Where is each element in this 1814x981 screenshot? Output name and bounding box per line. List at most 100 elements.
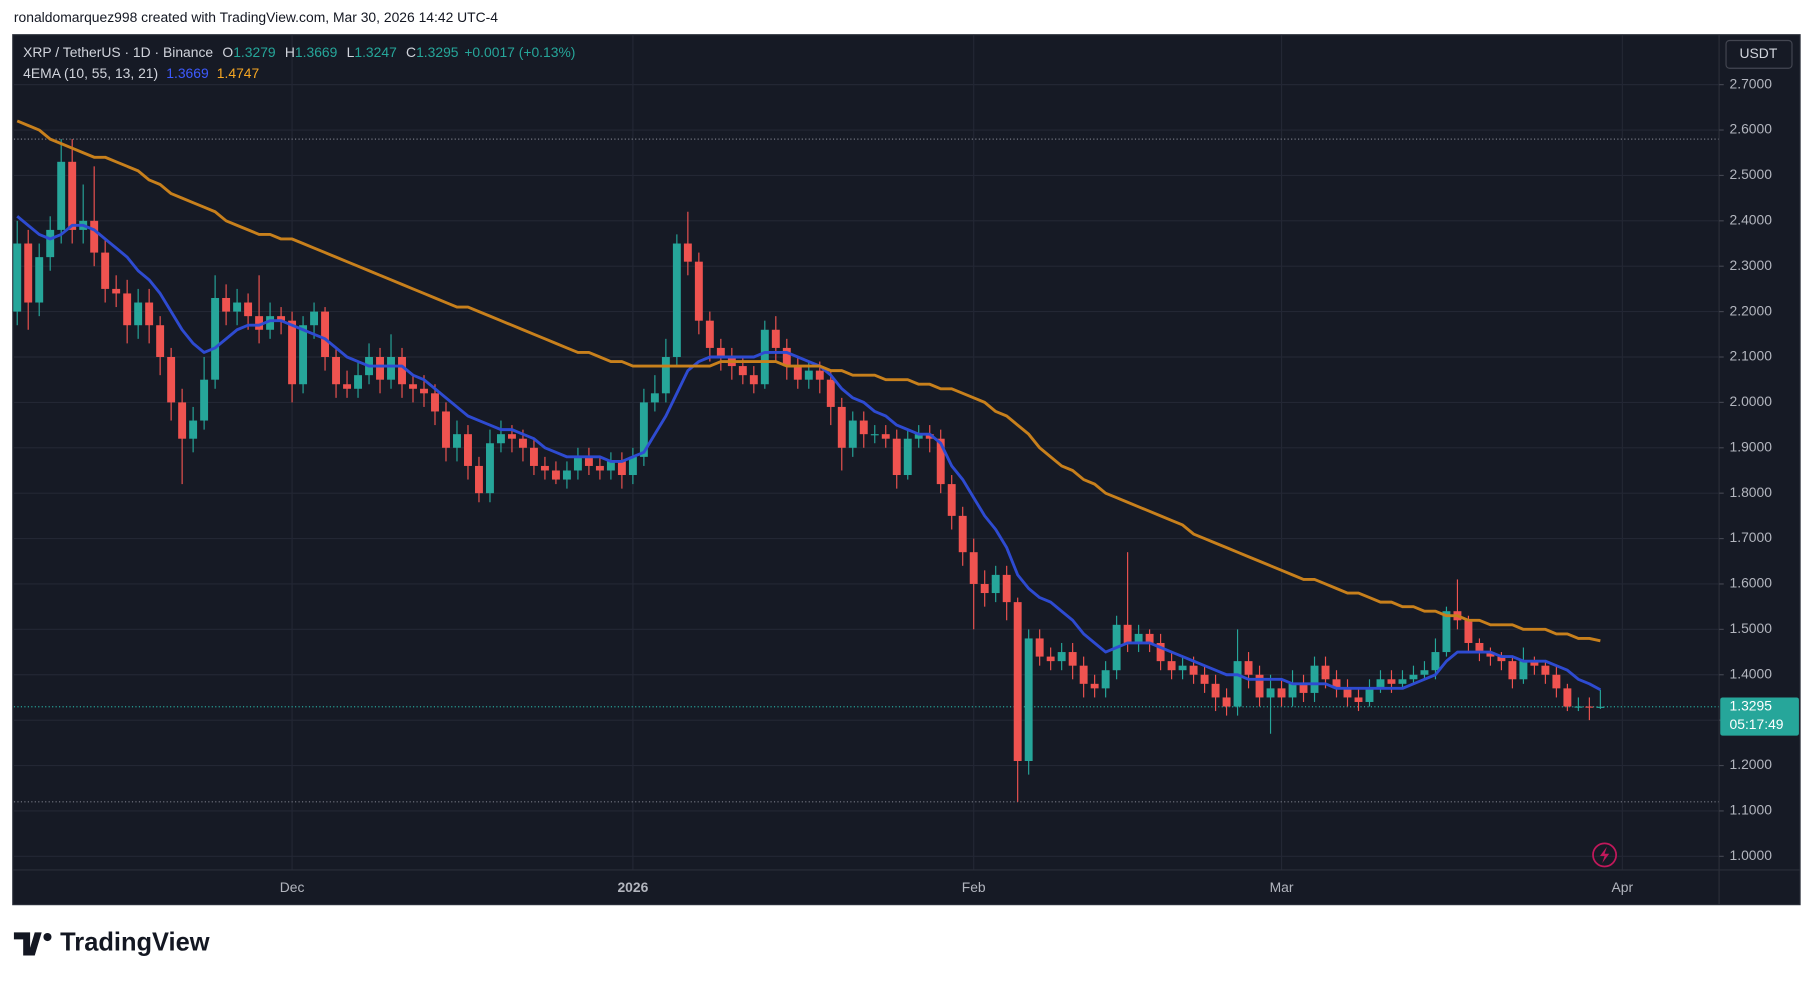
candle-body (398, 356, 406, 385)
ema-line (16, 215, 1602, 692)
candle-body (310, 311, 319, 326)
legend: XRP / TetherUS · 1D · Binance O1.3279 H1.3… (23, 44, 575, 81)
price-label: 1.3295 (1730, 697, 1773, 713)
candle-body (222, 297, 231, 312)
alert-bolt[interactable] (1599, 846, 1610, 864)
logo-dot (43, 932, 52, 942)
candle-body (529, 447, 538, 466)
candle-body (1057, 652, 1066, 662)
candle-body (200, 379, 209, 421)
candle-body (749, 375, 758, 385)
currency[interactable]: USDT (1740, 45, 1778, 61)
y-tick-label: 1.5000 (1730, 620, 1773, 636)
countdown: 05:17:49 (1730, 716, 1784, 732)
candle-body (1530, 661, 1539, 666)
candle-body (870, 434, 879, 436)
ohlc-key: H (285, 44, 295, 60)
candle-body (1508, 661, 1517, 680)
candle-body (1101, 670, 1110, 689)
candle-body (332, 356, 341, 385)
currency-box[interactable] (1725, 39, 1793, 69)
candle-body (1486, 652, 1495, 657)
candle-body (101, 252, 110, 289)
candle-body (13, 243, 22, 312)
candle-body (354, 375, 362, 389)
y-tick-label: 2.0000 (1730, 393, 1773, 409)
indicator-row: 4EMA (10, 55, 13, 21) 1.3669 1.4747 (23, 65, 259, 81)
y-tick-label: 2.1000 (1730, 348, 1773, 364)
candle-body (1464, 620, 1473, 643)
candle-body (826, 379, 835, 407)
y-tick-label: 2.6000 (1730, 121, 1773, 137)
y-tick-label: 1.6000 (1730, 575, 1773, 591)
ohlc-key: L (347, 44, 355, 60)
candle-body (716, 347, 725, 357)
y-tick-label: 1.8000 (1730, 484, 1773, 500)
x-tick-label: 2026 (617, 879, 648, 895)
candle-body (639, 402, 648, 457)
alert-circle[interactable] (1592, 842, 1618, 868)
candle-body (1574, 706, 1583, 708)
candle-body (815, 370, 824, 380)
y-tick-label: 1.4000 (1730, 665, 1773, 681)
candle-body (1134, 633, 1143, 643)
x-tick-label: Mar (1270, 879, 1294, 895)
candle-body (1156, 642, 1165, 662)
y-tick-label: 2.4000 (1730, 211, 1773, 227)
x-tick-label: Apr (1612, 879, 1634, 895)
candle-body (464, 434, 472, 466)
candle-body (672, 243, 681, 357)
candle-body (617, 461, 626, 476)
candle-body (1013, 602, 1022, 761)
x-tick-label: Dec (280, 879, 305, 895)
candle-body (1409, 674, 1418, 680)
candle-body (914, 434, 923, 439)
candle-body (705, 320, 714, 348)
candle-body (837, 406, 846, 448)
candle-body (804, 370, 813, 380)
change: +0.0017 (+0.13%) (464, 44, 575, 60)
indicator-value: 1.4747 (217, 65, 260, 81)
candle-body (123, 293, 132, 326)
y-tick-label: 2.3000 (1730, 257, 1773, 273)
price-label-box (1720, 697, 1799, 736)
candle-body (1541, 665, 1550, 675)
watermark: TradingView (60, 929, 210, 957)
candle-body (1497, 656, 1506, 662)
y-tick-label: 2.5000 (1730, 166, 1773, 182)
candle-body (288, 320, 297, 385)
candle-body (573, 456, 582, 471)
logo (13, 932, 52, 956)
candle-body (1299, 683, 1308, 693)
candle-body (848, 420, 857, 448)
candle-body (145, 302, 154, 326)
ema-line (16, 119, 1601, 643)
axes: 1.00001.10001.20001.30001.40001.50001.60… (280, 75, 1799, 895)
candle-body (409, 384, 417, 389)
candle-body (496, 434, 505, 444)
candle-body (244, 302, 253, 317)
candle-body (947, 484, 956, 516)
candle-body (1211, 683, 1220, 698)
candle-body (1277, 688, 1286, 698)
candle-body (1310, 665, 1319, 693)
candle-body (958, 515, 967, 553)
candle-body (156, 325, 165, 357)
candle-body (1376, 679, 1385, 689)
candle-body (782, 347, 791, 367)
candle-body (376, 356, 384, 380)
candle-body (1563, 688, 1572, 707)
candle-body (1387, 679, 1396, 684)
candle-body (112, 288, 121, 294)
candle-body (595, 465, 604, 471)
candle-body (1244, 661, 1253, 675)
ohlc-value: 1.3669 (295, 44, 338, 60)
ohlc-value: 1.3295 (416, 44, 459, 60)
candle-body (683, 243, 692, 262)
candle-body (980, 583, 989, 594)
candle-body (991, 574, 1000, 594)
candle-body (486, 443, 494, 494)
alert-icon[interactable] (1592, 842, 1618, 868)
